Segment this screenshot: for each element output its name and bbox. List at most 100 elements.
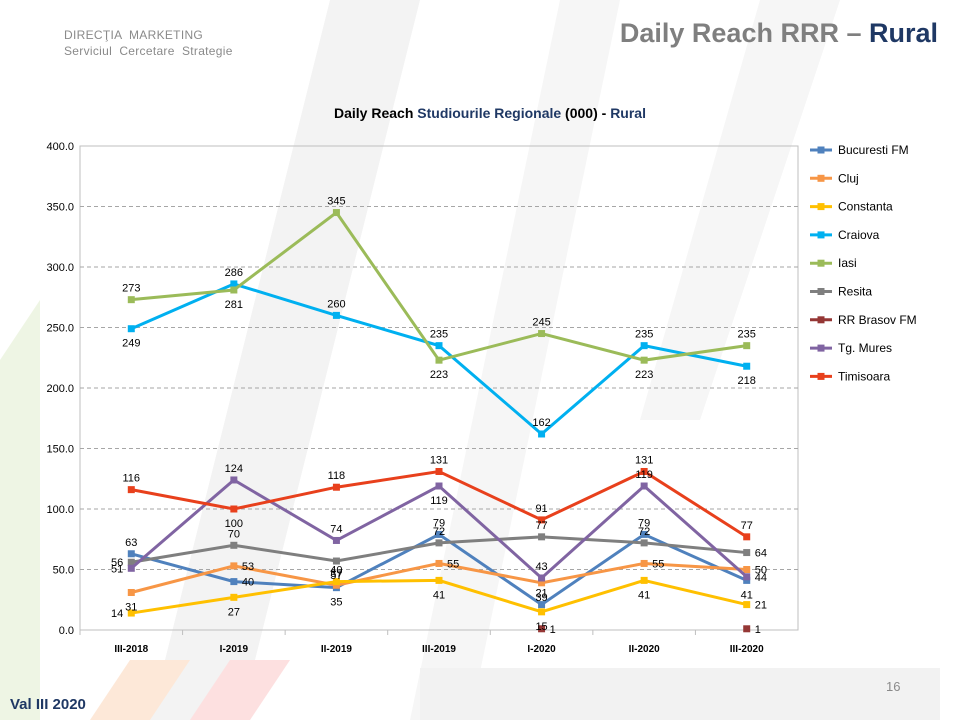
data-label: 55 bbox=[447, 558, 459, 570]
data-label: 53 bbox=[242, 561, 254, 573]
x-tick-label: I-2020 bbox=[527, 644, 556, 655]
data-point bbox=[538, 579, 546, 587]
data-point bbox=[332, 209, 340, 217]
data-point bbox=[743, 533, 751, 541]
data-point bbox=[640, 539, 648, 547]
data-label: 131 bbox=[635, 454, 653, 466]
data-point bbox=[640, 342, 648, 350]
page-title: Daily Reach RRR – Rural bbox=[620, 18, 938, 49]
data-point bbox=[435, 530, 443, 538]
data-label: 72 bbox=[433, 526, 445, 538]
data-label: 15 bbox=[535, 621, 547, 633]
data-label: 1 bbox=[755, 624, 761, 636]
page-number: 16 bbox=[886, 679, 901, 694]
data-point bbox=[127, 486, 135, 494]
data-point bbox=[332, 581, 340, 589]
legend-entry: Cluj bbox=[838, 171, 859, 185]
data-point bbox=[435, 356, 443, 364]
data-label: 116 bbox=[123, 473, 141, 485]
data-label: 37 bbox=[330, 568, 342, 580]
data-point bbox=[538, 516, 546, 524]
data-label: 223 bbox=[635, 369, 653, 381]
y-tick-label: 0.0 bbox=[59, 625, 74, 637]
data-point bbox=[230, 280, 238, 288]
legend-entry: Tg. Mures bbox=[838, 341, 892, 355]
y-tick-label: 100.0 bbox=[46, 504, 74, 516]
data-point bbox=[332, 578, 340, 586]
chart-title-part-4: Rural bbox=[610, 105, 646, 121]
data-point bbox=[640, 356, 648, 364]
data-label: 124 bbox=[225, 463, 243, 475]
y-tick-label: 150.0 bbox=[46, 444, 74, 456]
data-point bbox=[435, 467, 443, 475]
data-point bbox=[332, 557, 340, 565]
data-point bbox=[640, 530, 648, 538]
data-point bbox=[332, 483, 340, 491]
data-point bbox=[743, 625, 751, 633]
data-point bbox=[538, 608, 546, 616]
data-point bbox=[230, 593, 238, 601]
data-label: 273 bbox=[122, 283, 140, 295]
data-label: 70 bbox=[228, 528, 240, 540]
data-label: 119 bbox=[635, 469, 653, 481]
data-point bbox=[230, 578, 238, 586]
data-point bbox=[127, 609, 135, 617]
data-point bbox=[743, 362, 751, 370]
x-axis-ticks: III-2018 I-2019 II-2019 III-2019 I-2020 II-20… bbox=[79, 630, 764, 655]
data-label: 41 bbox=[638, 589, 650, 601]
data-label: 77 bbox=[741, 520, 753, 532]
data-label: 260 bbox=[327, 298, 345, 310]
data-label: 40 bbox=[330, 565, 342, 577]
legend-swatch-marker bbox=[817, 288, 825, 295]
data-point bbox=[230, 541, 238, 549]
data-point bbox=[640, 559, 648, 567]
data-label: 223 bbox=[430, 369, 448, 381]
data-label: 79 bbox=[638, 517, 650, 529]
data-label: 235 bbox=[738, 329, 756, 341]
data-point bbox=[538, 574, 546, 582]
data-label: 31 bbox=[125, 601, 137, 613]
data-point bbox=[538, 430, 546, 438]
data-label: 35 bbox=[330, 597, 342, 609]
data-label: 245 bbox=[532, 317, 550, 329]
data-label: 72 bbox=[638, 526, 650, 538]
x-tick-label: II-2020 bbox=[629, 644, 661, 655]
x-tick-label: III-2020 bbox=[730, 644, 764, 655]
data-label: 235 bbox=[635, 329, 653, 341]
x-tick-label: III-2019 bbox=[422, 644, 456, 655]
data-point bbox=[640, 576, 648, 584]
data-point bbox=[435, 342, 443, 350]
data-label: 51 bbox=[111, 563, 123, 575]
legend-entry: Bucuresti FM bbox=[838, 143, 909, 157]
data-label: 40 bbox=[242, 577, 254, 589]
legend-swatch-marker bbox=[817, 344, 825, 352]
data-point bbox=[743, 342, 751, 350]
org-service: Serviciul Cercetare Strategie bbox=[64, 44, 233, 58]
data-point bbox=[127, 550, 135, 558]
data-label: 55 bbox=[652, 558, 664, 570]
y-tick-label: 400.0 bbox=[46, 141, 74, 153]
chart-title: Daily Reach Studiourile Regionale (000) … bbox=[334, 105, 646, 121]
data-label: 41 bbox=[433, 589, 445, 601]
data-point bbox=[538, 330, 546, 338]
legend-entry: Iasi bbox=[838, 256, 857, 270]
legend-entry: Timisoara bbox=[838, 369, 891, 383]
data-label: 50 bbox=[755, 565, 767, 577]
data-label: 74 bbox=[330, 523, 342, 535]
data-point bbox=[127, 325, 135, 333]
chart-title-part-2: Studiourile Regionale bbox=[417, 105, 561, 121]
data-point bbox=[127, 588, 135, 596]
data-point bbox=[230, 286, 238, 294]
data-point bbox=[435, 576, 443, 584]
data-point bbox=[435, 559, 443, 567]
legend: Bucuresti FM Cluj Constanta Craiova Iasi Resi… bbox=[810, 143, 917, 383]
page-title-accent: Rural bbox=[868, 18, 938, 48]
data-label: 235 bbox=[430, 329, 448, 341]
page-title-main: Daily Reach RRR – bbox=[619, 18, 869, 48]
data-label: 21 bbox=[535, 588, 547, 600]
data-label: 64 bbox=[755, 548, 767, 560]
y-tick-label: 300.0 bbox=[46, 262, 74, 274]
data-point bbox=[743, 601, 751, 609]
data-label: 63 bbox=[125, 537, 137, 549]
